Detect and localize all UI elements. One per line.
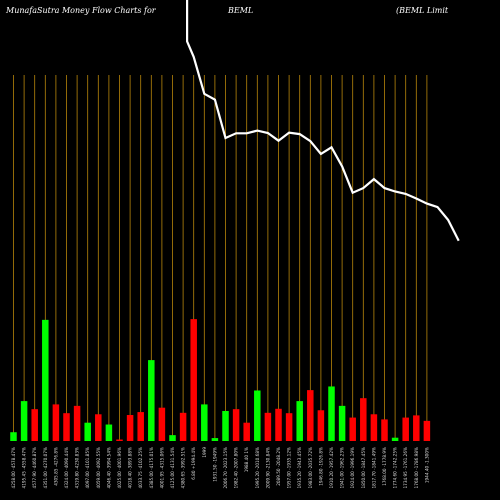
money-flow-bar	[275, 408, 282, 441]
x-tick-label: 1941.00 -1962.23%	[340, 447, 345, 488]
money-flow-bar	[116, 439, 123, 441]
x-tick-label: 4195.45 -4558.47%	[22, 447, 27, 488]
x-tick-label: 4351.00 -4270.07%	[43, 447, 48, 488]
x-tick-label: 1946.80 -1926.8%	[318, 447, 323, 486]
grid-lines	[13, 75, 428, 441]
money-flow-bar	[391, 437, 399, 441]
money-flow-bar	[20, 401, 28, 441]
x-tick-label: 1982.40 -2007.80%	[234, 447, 239, 488]
x-tick-label: 4319.80 -4230.83%	[75, 447, 80, 488]
money-flow-bar	[349, 417, 356, 441]
x-tick-label: 4025.00 -4001.96%	[117, 447, 122, 488]
x-tick-label: 4033.75 -4102.25%	[138, 447, 143, 488]
money-flow-bar	[307, 390, 314, 441]
x-tick-label: 4001.95 -4315.06%	[159, 447, 164, 488]
x-tick-label: 4018.40 -3893.88%	[128, 447, 133, 488]
money-flow-bar	[222, 410, 229, 441]
money-flow-bar	[158, 407, 166, 441]
x-tick-label: 4324.00 -4090.44%	[64, 447, 69, 488]
x-tick-label: 1774.60 -1742.25%	[393, 447, 398, 488]
money-flow-bar	[413, 415, 420, 441]
money-flow-bar	[179, 412, 187, 441]
x-tick-label: 4305.85 -4276.8%	[53, 447, 58, 486]
money-flow-bar	[137, 412, 144, 441]
x-tick-label: 1910.20 -1957.42%	[329, 447, 334, 488]
x-tick-label: 1931.50 -1949%	[212, 447, 217, 482]
x-tick-label: 4385.00 -4175.01%	[149, 447, 154, 488]
x-tick-label: 1924.00 -1996.19%	[350, 447, 355, 488]
money-flow-bar	[285, 413, 293, 441]
x-tick-label: 4380.65 -3992.51%	[181, 447, 186, 488]
x-tick-label: 1850.00 -1847.45%	[361, 447, 366, 488]
money-flow-bar	[423, 420, 431, 441]
x-tick-label: 2009.90 -2130.84%	[265, 447, 270, 488]
x-tick-label: 1957.00 -1935.12%	[287, 447, 292, 488]
money-flow-bar	[328, 386, 335, 441]
x-tick-label: 4577.90 -4460.87%	[32, 447, 37, 488]
x-tick-label: 4059.00 -4092.55%	[96, 447, 101, 488]
money-flow-bar	[402, 417, 409, 441]
x-tick-label: 4046.40 -3994.54%	[106, 447, 111, 488]
money-flow-bar	[243, 422, 250, 441]
money-flow-bar	[105, 424, 113, 441]
money-flow-bar	[317, 410, 325, 441]
money-flow-bar	[31, 409, 38, 441]
money-flow-bar	[42, 319, 49, 441]
money-flow-bar	[63, 413, 70, 441]
x-tick-label: 1768.00 -1778.9%	[382, 447, 387, 486]
money-flow-bar	[95, 414, 102, 441]
x-tick-label: 2089.50 -2048.2%	[276, 447, 281, 486]
x-tick-label: 4125.00 -4131.54%	[170, 447, 175, 488]
money-flow-bar	[10, 432, 17, 441]
money-flow-bar	[360, 398, 367, 441]
x-tick-label: 4258.00 -4578.47%	[11, 447, 16, 488]
x-tick-label: 1944.40 -1.300%	[424, 447, 429, 483]
x-tick-label: 1768.00 -1786.98%	[414, 447, 419, 488]
price-line	[186, 0, 460, 242]
money-flow-bar	[232, 409, 240, 441]
x-tick-label: 1983.00 -2035.72%	[308, 447, 313, 488]
money-flow-bar	[169, 435, 176, 441]
money-flow-bar	[211, 438, 219, 441]
money-flow-bar	[52, 404, 60, 441]
chart-header-left: MunafaSutra Money Flow Charts for	[6, 6, 156, 15]
x-tick-label: 1988.40 1%	[244, 447, 249, 472]
x-tick-label: 1734.95 -1761.26%	[403, 447, 408, 488]
x-tick-label: 1999	[202, 447, 207, 458]
x-tick-label: 1817.70 -1841.49%	[371, 447, 376, 488]
x-tick-labels: 4258.00 -4578.47% 4195.45 -4558.47% 4577.9…	[11, 447, 429, 489]
money-flow-bar	[190, 319, 197, 441]
x-tick-label: 4097.00 -4101.85%	[85, 447, 90, 488]
money-flow-bar	[201, 404, 208, 441]
money-flow-bar	[264, 412, 272, 441]
x-tick-label: 2006.70 -2023.15%	[223, 447, 228, 488]
chart-header-symbol: BEML	[228, 6, 254, 15]
x-tick-label: 6.80 +1994.4%	[191, 447, 196, 480]
money-flow-bars	[10, 319, 431, 441]
money-flow-bar	[84, 422, 91, 441]
money-flow-bar	[254, 390, 261, 441]
x-tick-label: 1995.20 -2010.68%	[255, 447, 260, 488]
x-tick-label: 1935.20 -1943.45%	[297, 447, 302, 488]
money-flow-bar	[296, 401, 303, 441]
money-flow-bar	[381, 419, 388, 441]
money-flow-bar	[370, 414, 378, 441]
chart-header-right: (BEML Limit	[396, 6, 449, 15]
money-flow-bar	[148, 360, 155, 441]
money-flow-bar	[73, 405, 81, 441]
money-flow-bar	[126, 415, 134, 441]
money-flow-bar	[338, 405, 346, 441]
